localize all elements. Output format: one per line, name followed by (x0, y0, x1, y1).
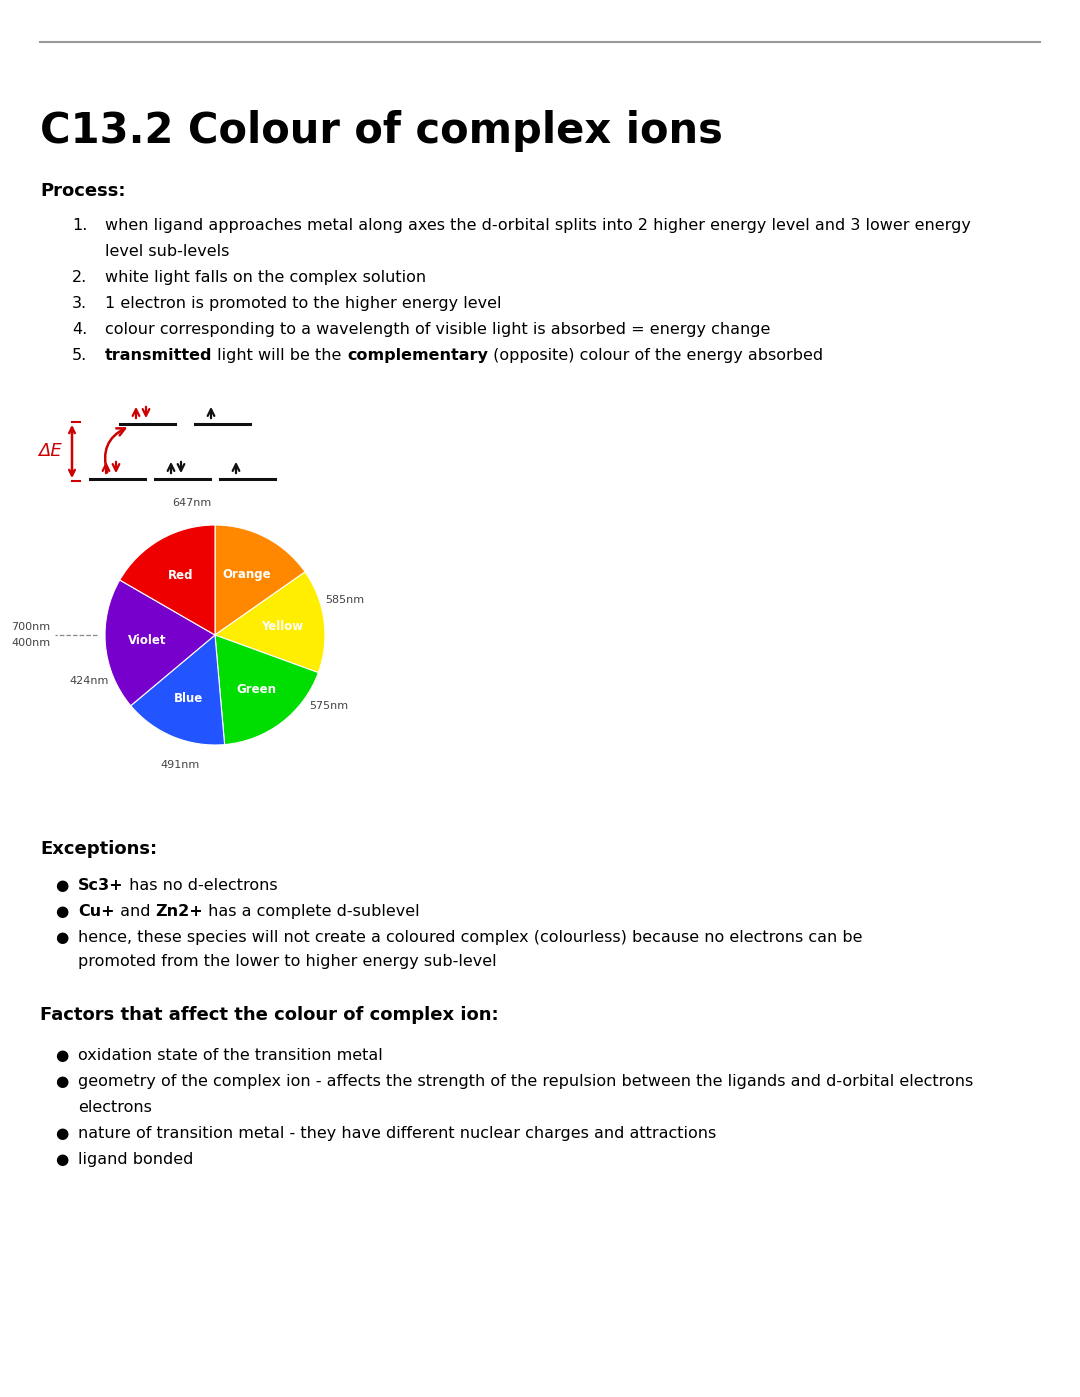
Text: hence, these species will not create a coloured complex (colourless) because no : hence, these species will not create a c… (78, 930, 863, 944)
Text: C13.2 Colour of complex ions: C13.2 Colour of complex ions (40, 110, 723, 152)
Text: transmitted: transmitted (105, 348, 213, 363)
Text: nature of transition metal - they have different nuclear charges and attractions: nature of transition metal - they have d… (78, 1126, 716, 1141)
FancyArrowPatch shape (105, 429, 125, 472)
Wedge shape (131, 636, 225, 745)
Text: 5.: 5. (72, 348, 87, 363)
Text: when ligand approaches metal along axes the d-orbital splits into 2 higher energ: when ligand approaches metal along axes … (105, 218, 971, 233)
Wedge shape (215, 636, 319, 745)
Wedge shape (120, 525, 215, 636)
Text: 700nm: 700nm (12, 622, 51, 631)
Text: has a complete d-sublevel: has a complete d-sublevel (203, 904, 420, 919)
Text: Exceptions:: Exceptions: (40, 840, 157, 858)
Text: Process:: Process: (40, 182, 125, 200)
Text: Zn2+: Zn2+ (156, 904, 203, 919)
Text: ●: ● (55, 1153, 68, 1166)
Text: ●: ● (55, 1048, 68, 1063)
Text: (opposite) colour of the energy absorbed: (opposite) colour of the energy absorbed (488, 348, 823, 363)
Text: white light falls on the complex solution: white light falls on the complex solutio… (105, 270, 427, 285)
Text: ●: ● (55, 904, 68, 919)
Text: ●: ● (55, 1074, 68, 1090)
Text: 585nm: 585nm (325, 595, 364, 605)
Text: ΔE: ΔE (38, 443, 62, 461)
Text: 424nm: 424nm (69, 676, 109, 686)
Text: Factors that affect the colour of complex ion:: Factors that affect the colour of comple… (40, 1006, 499, 1024)
Wedge shape (215, 525, 306, 636)
Text: electrons: electrons (78, 1099, 152, 1115)
Text: ●: ● (55, 877, 68, 893)
Text: and: and (114, 904, 156, 919)
Text: 2.: 2. (72, 270, 87, 285)
Text: Green: Green (237, 683, 276, 696)
Text: ligand bonded: ligand bonded (78, 1153, 193, 1166)
Text: 1 electron is promoted to the higher energy level: 1 electron is promoted to the higher ene… (105, 296, 501, 312)
Text: Sc3+: Sc3+ (78, 877, 123, 893)
Text: 647nm: 647nm (172, 497, 212, 509)
Text: 4.: 4. (72, 321, 87, 337)
Text: has no d-electrons: has no d-electrons (123, 877, 278, 893)
Text: ●: ● (55, 1126, 68, 1141)
Text: Cu+: Cu+ (78, 904, 114, 919)
Text: geometry of the complex ion - affects the strength of the repulsion between the : geometry of the complex ion - affects th… (78, 1074, 973, 1090)
Text: promoted from the lower to higher energy sub-level: promoted from the lower to higher energy… (78, 954, 497, 970)
Text: ●: ● (55, 930, 68, 944)
Text: light will be the: light will be the (213, 348, 347, 363)
Text: 491nm: 491nm (161, 760, 200, 770)
Text: oxidation state of the transition metal: oxidation state of the transition metal (78, 1048, 382, 1063)
Text: Yellow: Yellow (261, 620, 303, 633)
Text: 1.: 1. (72, 218, 87, 233)
Text: 575nm: 575nm (309, 701, 349, 711)
Wedge shape (215, 571, 325, 672)
Text: complementary: complementary (347, 348, 488, 363)
Wedge shape (105, 580, 215, 705)
Text: 400nm: 400nm (12, 638, 51, 648)
Text: level sub-levels: level sub-levels (105, 244, 229, 258)
Text: colour corresponding to a wavelength of visible light is absorbed = energy chang: colour corresponding to a wavelength of … (105, 321, 770, 337)
Text: Blue: Blue (174, 692, 203, 704)
Text: 3.: 3. (72, 296, 87, 312)
Text: Violet: Violet (127, 634, 166, 647)
Text: Red: Red (168, 570, 193, 583)
Text: Orange: Orange (222, 569, 271, 581)
